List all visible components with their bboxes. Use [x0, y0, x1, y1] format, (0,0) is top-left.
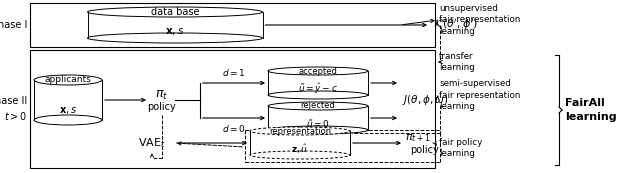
Text: Phase II
$t > 0$: Phase II $t > 0$ — [0, 97, 27, 121]
Ellipse shape — [268, 67, 368, 75]
Text: policy: policy — [148, 102, 177, 112]
Text: $d=1$: $d=1$ — [222, 67, 246, 78]
Text: $\pi_{t+1}$: $\pi_{t+1}$ — [405, 132, 431, 144]
Text: FairAll
learning: FairAll learning — [565, 98, 616, 122]
Bar — [30, 3, 435, 47]
Ellipse shape — [88, 7, 262, 17]
Ellipse shape — [250, 151, 350, 159]
Text: rejected: rejected — [301, 102, 335, 111]
Text: $\tilde{u} = 0$: $\tilde{u} = 0$ — [306, 118, 330, 130]
Text: $\mathbf{x}, s$: $\mathbf{x}, s$ — [59, 104, 77, 116]
Ellipse shape — [34, 75, 102, 85]
Text: $\pi_t$: $\pi_t$ — [156, 88, 168, 102]
Ellipse shape — [268, 102, 368, 110]
Ellipse shape — [34, 115, 102, 125]
Text: $\mathbf{z}, \hat{u}$: $\mathbf{z}, \hat{u}$ — [291, 142, 308, 156]
Text: $\mathcal{K}(\theta', \phi')$: $\mathcal{K}(\theta', \phi')$ — [433, 17, 478, 33]
Text: accepted: accepted — [299, 66, 337, 75]
Text: semi-supervised
fair representation
learning: semi-supervised fair representation lear… — [439, 79, 520, 111]
Text: $\tilde{u} = \hat{y} - c$: $\tilde{u} = \hat{y} - c$ — [298, 82, 338, 96]
Text: fair policy
learning: fair policy learning — [439, 138, 483, 158]
Text: unsupervised
fair representation
learning: unsupervised fair representation learnin… — [439, 4, 520, 36]
Bar — [268, 71, 368, 95]
Bar — [268, 106, 368, 130]
Text: $\mathbf{x}, s$: $\mathbf{x}, s$ — [165, 26, 184, 37]
Ellipse shape — [268, 126, 368, 134]
Ellipse shape — [250, 127, 350, 135]
Bar — [34, 80, 102, 120]
Bar — [250, 131, 350, 155]
Text: policy: policy — [410, 145, 439, 155]
Text: applicants: applicants — [45, 75, 92, 84]
Text: Phase I: Phase I — [0, 20, 27, 30]
Text: $d=0$: $d=0$ — [222, 123, 246, 134]
Text: representation: representation — [269, 126, 331, 135]
Text: transfer
learning: transfer learning — [439, 52, 475, 72]
Bar — [30, 50, 435, 168]
Ellipse shape — [88, 33, 262, 43]
Text: data base: data base — [151, 7, 199, 17]
Text: $J(\theta, \phi, \omega)$: $J(\theta, \phi, \omega)$ — [402, 93, 449, 107]
Text: $\mathrm{VAE}_t$: $\mathrm{VAE}_t$ — [138, 136, 166, 150]
Bar — [88, 12, 262, 38]
Ellipse shape — [268, 91, 368, 99]
